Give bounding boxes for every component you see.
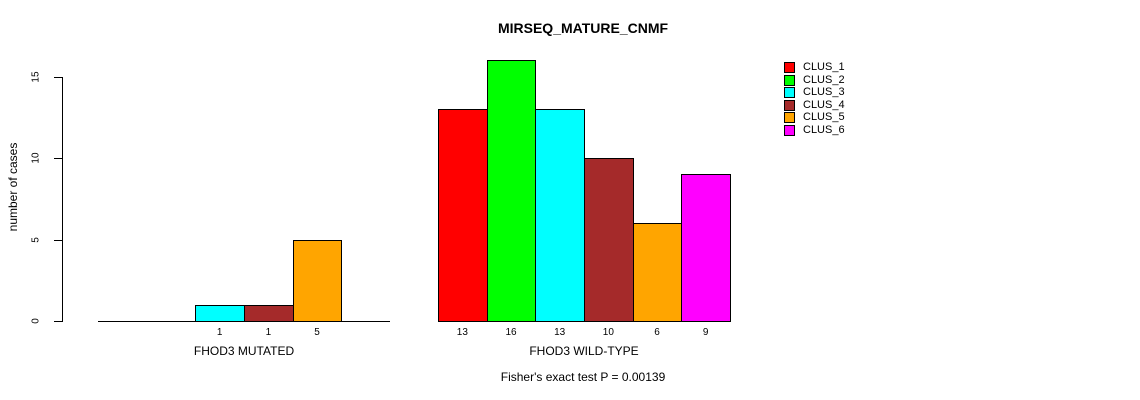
bar (681, 174, 731, 322)
legend-swatch (784, 62, 795, 73)
y-axis-line (62, 76, 63, 322)
bar-count-label: 10 (602, 327, 614, 338)
legend-swatch (784, 112, 795, 123)
y-tick-mark (54, 158, 62, 159)
legend-row: CLUS_3 (784, 87, 845, 98)
bar-count-label: 9 (702, 327, 709, 338)
legend-row: CLUS_1 (784, 62, 845, 73)
bar-count-label: 6 (654, 327, 660, 338)
legend-label: CLUS_2 (803, 73, 845, 86)
y-tick-label: 0 (30, 318, 42, 324)
legend-swatch (784, 124, 795, 136)
legend: CLUS_1 CLUS_2 CLUS_3 CLUS_4 CLUS_5 CLUS_6 (784, 62, 845, 136)
chart-title: MIRSEQ_MATURE_CNMF (497, 20, 669, 36)
legend-swatch (784, 87, 795, 98)
bar-count-label: 13 (456, 327, 468, 338)
y-tick-mark (54, 76, 62, 78)
x-group-label: FHOD3 WILD-TYPE (529, 344, 639, 358)
legend-row: CLUS_2 (784, 73, 845, 86)
bar (486, 60, 537, 322)
y-tick-mark (54, 321, 62, 322)
bar (195, 304, 245, 322)
bar-count-label: 13 (554, 327, 566, 338)
bar (632, 223, 683, 322)
legend-swatch (784, 99, 795, 111)
legend-label: CLUS_4 (803, 98, 845, 111)
y-axis-title: number of cases (6, 142, 20, 232)
legend-label: CLUS_6 (803, 123, 845, 136)
legend-label: CLUS_5 (803, 111, 845, 123)
y-tick-mark (54, 239, 62, 241)
y-tick-label: 5 (30, 236, 42, 243)
bar-count-label: 16 (505, 327, 517, 338)
y-tick-label: 15 (30, 70, 42, 83)
bar-count-label: 1 (216, 327, 223, 338)
x-group-label: FHOD3 MUTATED (193, 344, 295, 358)
bar (438, 109, 488, 322)
bar-count-label: 5 (314, 327, 320, 338)
bar-count-label: 1 (265, 327, 272, 338)
legend-row: CLUS_4 (784, 98, 845, 111)
fisher-test-caption: Fisher's exact test P = 0.00139 (500, 370, 666, 384)
legend-swatch (784, 74, 795, 86)
bar (584, 158, 634, 322)
legend-label: CLUS_1 (803, 61, 845, 73)
legend-label: CLUS_3 (803, 86, 845, 98)
y-tick-label: 10 (30, 152, 42, 164)
legend-row: CLUS_6 (784, 123, 845, 136)
bar (292, 239, 343, 322)
legend-row: CLUS_5 (784, 112, 845, 123)
bar (535, 109, 585, 322)
bar (244, 304, 294, 322)
